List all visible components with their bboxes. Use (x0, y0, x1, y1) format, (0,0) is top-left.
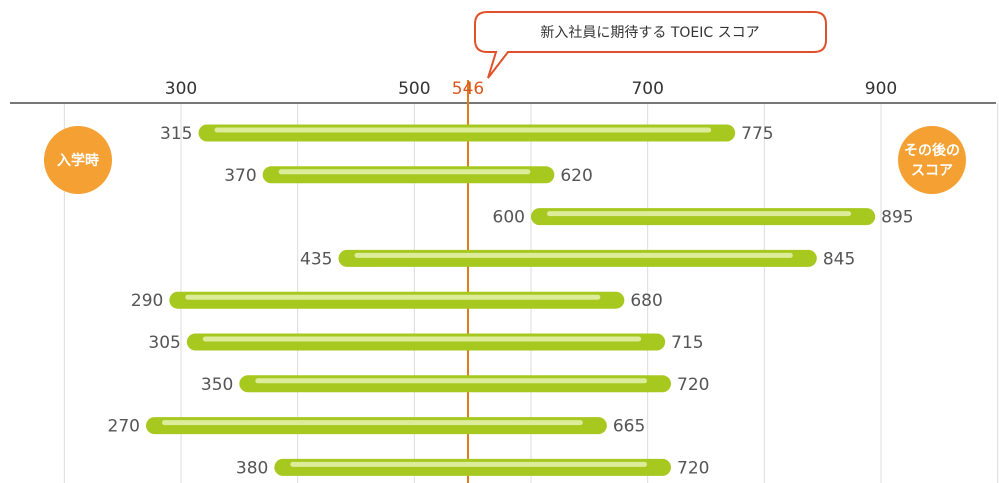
x-tick-label: 700 (631, 79, 663, 99)
chart-title: 新入社員に期待する TOEIC スコア (540, 25, 759, 41)
end-value-label: 845 (823, 249, 855, 269)
end-value-label: 775 (741, 124, 773, 144)
x-tick-label: 300 (165, 79, 197, 99)
range-bar (338, 249, 817, 267)
marker-label: 546 (452, 79, 484, 99)
start-value-label: 270 (108, 417, 140, 437)
start-value-label: 305 (148, 333, 180, 353)
range-bars (146, 124, 876, 476)
x-tick-label: 900 (865, 79, 897, 99)
start-badge-label: 入学時 (57, 152, 99, 169)
end-badge: その後の スコア (898, 126, 966, 194)
callout-bubble (474, 11, 827, 79)
end-value-label: 720 (677, 375, 709, 395)
start-value-label: 380 (236, 458, 268, 478)
range-bar (198, 124, 736, 142)
range-bar-highlight (547, 211, 852, 217)
range-bar-highlight (255, 378, 648, 384)
range-bar-highlight (290, 461, 647, 467)
x-tick-label: 500 (398, 79, 430, 99)
range-bar (274, 458, 671, 476)
range-bar (186, 333, 666, 351)
start-value-label: 600 (493, 208, 525, 228)
start-value-label: 435 (300, 249, 332, 269)
callout: 新入社員に期待する TOEIC スコア (474, 11, 827, 79)
x-axis: 300 500 700 900 (10, 79, 996, 104)
range-bar-highlight (185, 294, 601, 300)
start-value-label: 370 (224, 166, 256, 186)
start-badge-circle (44, 126, 112, 194)
range-bar-highlight (278, 169, 531, 175)
range-bar (239, 375, 672, 393)
end-value-label: 715 (671, 333, 703, 353)
value-labels: 315 775 370 620 600 895 435 845 290 680 305 715 350 7… (108, 124, 914, 478)
end-value-label: 620 (560, 166, 592, 186)
range-bar (262, 166, 555, 184)
target-marker: 546 (452, 79, 484, 483)
start-value-label: 315 (160, 124, 192, 144)
range-bar-highlight (162, 420, 583, 426)
range-bar-highlight (354, 252, 793, 258)
range-bar (169, 291, 625, 309)
range-bar-highlight (202, 336, 642, 342)
start-value-label: 290 (131, 291, 163, 311)
range-bar-highlight (214, 127, 712, 133)
range-bar (531, 208, 876, 226)
end-badge-label-line2: スコア (911, 163, 953, 179)
end-value-label: 680 (630, 291, 662, 311)
range-bar (146, 417, 607, 435)
end-value-label: 720 (677, 458, 709, 478)
end-value-label: 895 (881, 208, 913, 228)
start-value-label: 350 (201, 375, 233, 395)
end-badge-label-line1: その後の (904, 142, 960, 159)
end-badge-circle (898, 126, 966, 194)
start-badge: 入学時 (44, 126, 112, 194)
end-value-label: 665 (613, 417, 645, 437)
